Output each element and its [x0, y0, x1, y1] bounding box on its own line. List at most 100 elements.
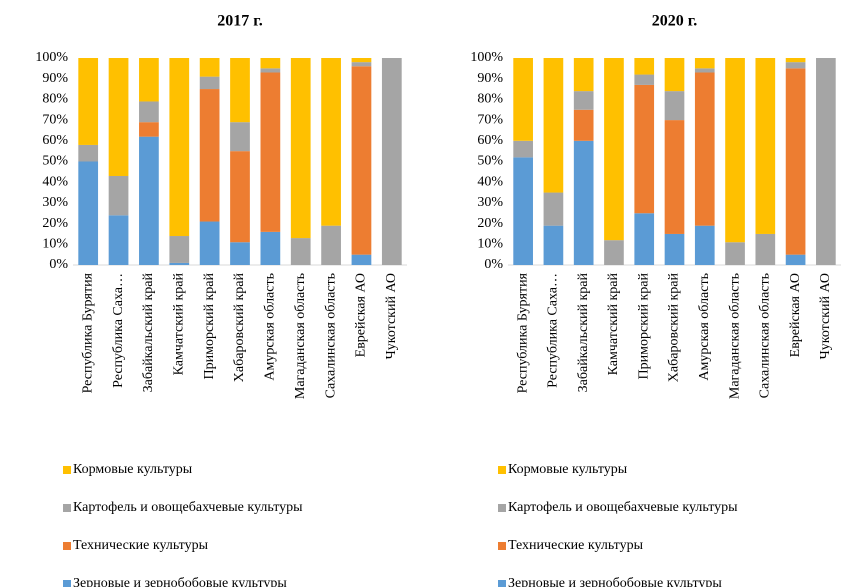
bar-segment [230, 122, 250, 152]
bar-segment [573, 58, 594, 92]
legend-label: Кормовые культуры [508, 462, 628, 477]
bar-segment [573, 109, 594, 141]
x-tick-label: Приморский край [202, 273, 217, 380]
bar-segment [634, 58, 655, 75]
legend-label: Зерновые и зернобобовые культуры [508, 576, 722, 587]
bar-segment [230, 242, 250, 265]
bar-segment [755, 58, 776, 234]
bar-segment [321, 225, 341, 265]
bar-segment [634, 213, 655, 265]
x-tick-label: Республика Бурятия [80, 272, 95, 393]
legend-label: Технические культуры [508, 538, 644, 553]
legend-swatch [63, 542, 71, 550]
y-tick-label: 100% [35, 50, 68, 65]
bar-segment [513, 140, 533, 158]
x-tick-label: Хабаровский край [667, 272, 682, 382]
bar-segment [321, 58, 341, 226]
bar-segment [816, 58, 836, 265]
x-tick-label: Сахалинская область [758, 273, 773, 398]
x-tick-label: Чукотский АО [818, 273, 833, 359]
bar-segment [351, 66, 372, 255]
y-tick-label: 10% [42, 237, 68, 252]
chart-title: 2017 г. [217, 13, 262, 30]
y-tick-label: 0% [49, 257, 68, 272]
bar-segment [199, 76, 220, 90]
x-tick-label: Еврейская АО [354, 273, 369, 357]
bar-segment [78, 161, 99, 265]
bar-segment [139, 101, 159, 123]
bar-segment [351, 254, 372, 265]
bar-segment [230, 58, 250, 123]
x-tick-label: Чукотский АО [384, 273, 399, 359]
bar-segment [573, 91, 594, 110]
bar-segment [755, 233, 776, 265]
bar-segment [604, 58, 624, 241]
legend-label: Картофель и овощебахчевые культуры [73, 500, 303, 515]
bar-segment [199, 58, 220, 77]
y-tick-label: 70% [42, 112, 68, 127]
bar-segment [664, 120, 685, 234]
bar-segment [785, 68, 806, 255]
y-tick-label: 70% [477, 112, 503, 127]
y-tick-label: 60% [42, 133, 68, 148]
bar-segment [260, 58, 281, 69]
bar-segment [513, 157, 533, 265]
bar-segment [139, 122, 159, 137]
x-tick-label: Камчатский край [606, 272, 621, 375]
y-tick-label: 10% [477, 237, 503, 252]
bar-segment [108, 215, 129, 265]
legend-swatch [63, 580, 71, 587]
legend-swatch [498, 542, 506, 550]
x-tick-label: Приморский край [636, 273, 651, 380]
bar-segment [543, 58, 564, 193]
bar-segment [725, 58, 745, 243]
legend-label: Картофель и овощебахчевые культуры [508, 500, 738, 515]
bar-segment [664, 91, 685, 121]
bar-segment [230, 151, 250, 243]
y-tick-label: 100% [470, 50, 503, 65]
bar-segment [543, 225, 564, 265]
legend-label: Кормовые культуры [73, 462, 193, 477]
bar-segment [664, 233, 685, 265]
bar-segment [785, 62, 806, 69]
x-tick-label: Амурская область [263, 273, 278, 381]
y-tick-label: 40% [477, 174, 503, 189]
bar-segment [694, 58, 715, 69]
y-tick-label: 50% [42, 154, 68, 169]
bar-segment [139, 58, 159, 102]
x-tick-label: Республика Саха… [111, 273, 126, 388]
chart-title: 2020 г. [652, 13, 697, 30]
bar-segment [694, 68, 715, 73]
bar-segment [78, 144, 99, 162]
x-tick-label: Республика Бурятия [515, 272, 530, 393]
bar-segment [169, 262, 190, 265]
legend-swatch [498, 466, 506, 474]
legend-label: Зерновые и зернобобовые культуры [73, 576, 287, 587]
y-tick-label: 80% [42, 92, 68, 107]
x-tick-label: Хабаровский край [232, 272, 247, 382]
bar-segment [634, 84, 655, 214]
x-tick-label: Забайкальский край [576, 273, 591, 393]
y-tick-label: 30% [477, 195, 503, 210]
bar-segment [260, 231, 281, 265]
x-tick-label: Еврейская АО [788, 273, 803, 357]
y-tick-label: 90% [42, 71, 68, 86]
bar-segment [169, 236, 190, 263]
bar-segment [169, 58, 190, 237]
bar-segment [199, 221, 220, 265]
y-tick-label: 50% [477, 154, 503, 169]
legend-swatch [498, 504, 506, 512]
bar-segment [543, 192, 564, 226]
legend-swatch [63, 504, 71, 512]
bar-segment [78, 58, 99, 145]
y-tick-label: 80% [477, 92, 503, 107]
x-tick-label: Сахалинская область [323, 273, 338, 398]
x-tick-label: Амурская область [697, 273, 712, 381]
bar-segment [351, 62, 372, 67]
bar-segment [108, 175, 129, 216]
y-tick-label: 90% [477, 71, 503, 86]
bar-segment [513, 58, 533, 141]
bar-segment [381, 58, 402, 265]
